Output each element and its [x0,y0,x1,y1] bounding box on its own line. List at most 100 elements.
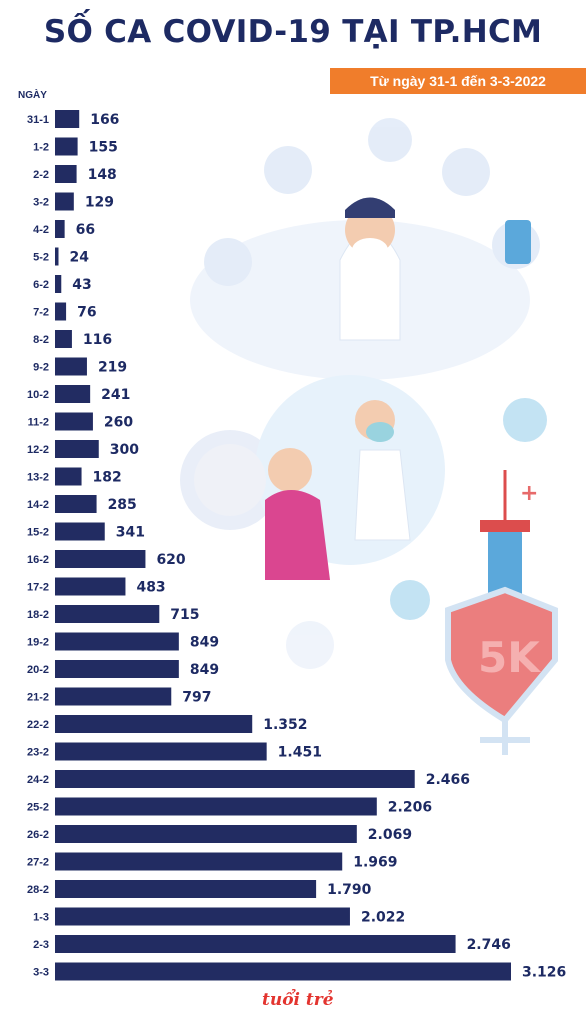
value-label: 1.451 [278,745,322,761]
bar-1-3 [55,907,350,926]
bar-23-2 [55,742,267,761]
category-label: 9-2 [33,362,49,374]
category-label: 26-2 [27,829,49,841]
value-label: 797 [182,690,211,706]
people-masks-icon [264,146,312,194]
bar-4-2 [55,220,65,238]
people-icon [204,238,252,286]
category-label: 21-2 [27,692,49,704]
category-label: 4-2 [33,224,49,236]
value-label: 24 [70,250,90,266]
value-label: 241 [101,387,130,403]
bar-15-2 [55,522,105,541]
bar-5-2 [55,247,59,266]
mask-person-icon [368,118,412,162]
value-label: 155 [89,140,118,156]
category-label: 2-2 [33,169,49,181]
category-label: 1-2 [33,142,49,154]
bar-25-2 [55,797,377,816]
5k-text: 5K [478,633,541,682]
virus-icon-large [194,444,266,516]
value-label: 76 [77,305,96,321]
category-label: 25-2 [27,802,49,814]
value-label: 148 [88,167,117,183]
bar-19-2 [55,632,179,651]
bar-6-2 [55,275,62,293]
syringe-icon [488,530,522,600]
y-axis-label: NGÀY [18,90,47,101]
bar-11-2 [55,412,93,431]
value-label: 219 [98,360,127,376]
bar-21-2 [55,687,172,706]
virus-icon-faded [286,621,334,669]
value-label: 116 [83,332,112,348]
category-label: 10-2 [27,389,49,401]
value-label: 620 [156,552,185,568]
category-label: 23-2 [27,747,49,759]
category-label: 1-3 [33,912,49,924]
bar-13-2 [55,467,82,486]
value-label: 483 [136,580,165,596]
category-label: 17-2 [27,582,49,594]
category-label: 3-3 [33,967,49,979]
bar-27-2 [55,852,343,871]
category-label: 14-2 [27,499,49,511]
category-label: 5-2 [33,252,49,264]
bar-2-3 [55,935,456,953]
bar-24-2 [55,770,415,788]
category-label: 2-3 [33,939,49,951]
bar-10-2 [55,385,91,403]
category-label: 22-2 [27,719,49,731]
value-label: 1.352 [263,717,307,733]
bar-14-2 [55,495,97,513]
value-label: 715 [170,607,199,623]
category-label: 28-2 [27,884,49,896]
bar-20-2 [55,660,179,678]
value-label: 129 [85,195,114,211]
value-label: 3.126 [522,965,566,981]
category-label: 24-2 [27,774,49,786]
category-label: 13-2 [27,472,49,484]
bar-28-2 [55,880,317,898]
virus-icon-small [390,580,430,620]
bar-31-1 [55,110,80,128]
value-label: 1.969 [353,855,397,871]
bar-12-2 [55,440,99,458]
category-label: 27-2 [27,857,49,869]
value-label: 849 [190,635,219,651]
category-label: 19-2 [27,637,49,649]
bar-3-2 [55,192,74,211]
bar-7-2 [55,302,67,321]
value-label: 341 [116,525,145,541]
value-label: 66 [76,222,95,238]
category-label: 6-2 [33,279,49,291]
value-label: 182 [93,470,122,486]
chart-title: SỐ CA COVID-19 TẠI TP.HCM [43,14,543,50]
bar-9-2 [55,357,87,376]
bar-22-2 [55,715,253,733]
value-label: 166 [90,112,119,128]
bar-2-2 [55,165,77,183]
value-label: 43 [72,277,91,293]
bar-26-2 [55,825,357,843]
value-label: 1.790 [327,882,372,898]
value-label: 285 [108,497,137,513]
value-label: 849 [190,662,219,678]
bar-3-3 [55,962,511,981]
plus-icon: + [520,481,538,506]
bar-18-2 [55,605,160,623]
category-label: 12-2 [27,444,49,456]
bar-17-2 [55,577,126,596]
category-label: 7-2 [33,307,49,319]
hand-wash-icon [442,148,490,196]
value-label: 260 [104,415,133,431]
category-label: 8-2 [33,334,49,346]
bars-group: 31-1 166 1-2 155 2-2 148 3-2 129 4-2 66 5-2 24 6-2 43… [27,110,566,981]
patient-icon [268,448,312,492]
medical-illustration: 5K + [180,118,558,755]
bar-1-2 [55,137,78,156]
category-label: 18-2 [27,609,49,621]
bar-8-2 [55,330,72,348]
value-label: 2.466 [426,772,470,788]
